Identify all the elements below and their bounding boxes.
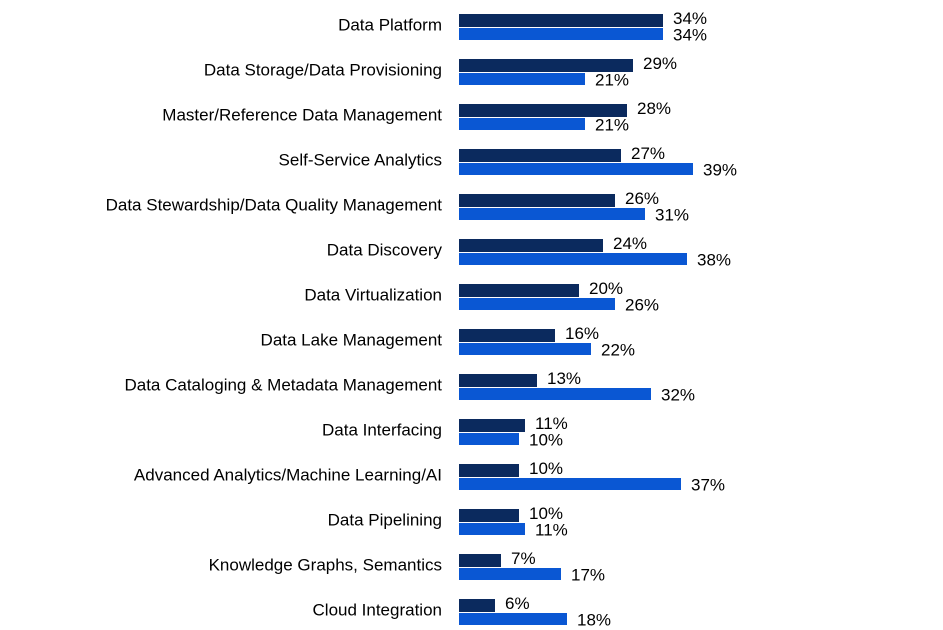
value-label: 22% <box>601 340 635 359</box>
value-label: 17% <box>571 565 605 584</box>
bar <box>459 284 579 297</box>
category-label: Cloud Integration <box>313 600 442 619</box>
bar <box>459 419 525 432</box>
value-label: 10% <box>529 430 563 449</box>
value-label: 26% <box>625 189 659 208</box>
bar <box>459 329 555 342</box>
value-label: 29% <box>643 54 677 73</box>
value-label: 16% <box>565 324 599 343</box>
value-label: 20% <box>589 279 623 298</box>
value-label: 11% <box>535 520 568 539</box>
bar <box>459 194 615 207</box>
bar <box>459 28 663 40</box>
category-label: Data Pipelining <box>328 510 442 529</box>
bar <box>459 208 645 220</box>
bar <box>459 239 603 252</box>
value-label: 21% <box>595 70 629 89</box>
bar <box>459 509 519 522</box>
value-label: 11% <box>535 414 568 433</box>
bar <box>459 118 585 130</box>
value-label: 32% <box>661 385 695 404</box>
value-label: 31% <box>655 205 689 224</box>
value-label: 7% <box>511 549 536 568</box>
bar <box>459 523 525 535</box>
category-label: Data Platform <box>338 15 442 34</box>
category-label: Data Virtualization <box>304 285 442 304</box>
value-label: 18% <box>577 610 611 629</box>
value-label: 13% <box>547 369 581 388</box>
value-label: 27% <box>631 144 665 163</box>
category-label: Master/Reference Data Management <box>162 105 442 124</box>
bar <box>459 613 567 625</box>
value-label: 10% <box>529 459 563 478</box>
category-label: Data Lake Management <box>261 330 443 349</box>
bar <box>459 464 519 477</box>
bar <box>459 388 651 400</box>
category-label: Data Cataloging & Metadata Management <box>124 375 442 394</box>
category-label: Knowledge Graphs, Semantics <box>209 555 442 574</box>
bar <box>459 253 687 265</box>
bar <box>459 163 693 175</box>
bar <box>459 59 633 72</box>
category-label: Self-Service Analytics <box>279 150 442 169</box>
bar <box>459 73 585 85</box>
category-label: Data Storage/Data Provisioning <box>204 60 442 79</box>
value-label: 10% <box>529 504 563 523</box>
value-label: 38% <box>697 250 731 269</box>
bar <box>459 149 621 162</box>
bar <box>459 14 663 27</box>
category-label: Advanced Analytics/Machine Learning/AI <box>134 465 442 484</box>
value-label: 6% <box>505 594 530 613</box>
value-label: 39% <box>703 160 737 179</box>
bar <box>459 599 495 612</box>
category-label: Data Interfacing <box>322 420 442 439</box>
category-label: Data Discovery <box>327 240 443 259</box>
value-label: 37% <box>691 475 725 494</box>
value-label: 24% <box>613 234 647 253</box>
bar <box>459 478 681 490</box>
bar <box>459 374 537 387</box>
value-label: 26% <box>625 295 659 314</box>
value-label: 34% <box>673 9 707 28</box>
bar <box>459 554 501 567</box>
bar <box>459 298 615 310</box>
value-label: 34% <box>673 25 707 44</box>
value-label: 21% <box>595 115 629 134</box>
bar <box>459 433 519 445</box>
category-label: Data Stewardship/Data Quality Management <box>106 195 443 214</box>
bar <box>459 343 591 355</box>
value-label: 28% <box>637 99 671 118</box>
bar <box>459 104 627 117</box>
bar <box>459 568 561 580</box>
